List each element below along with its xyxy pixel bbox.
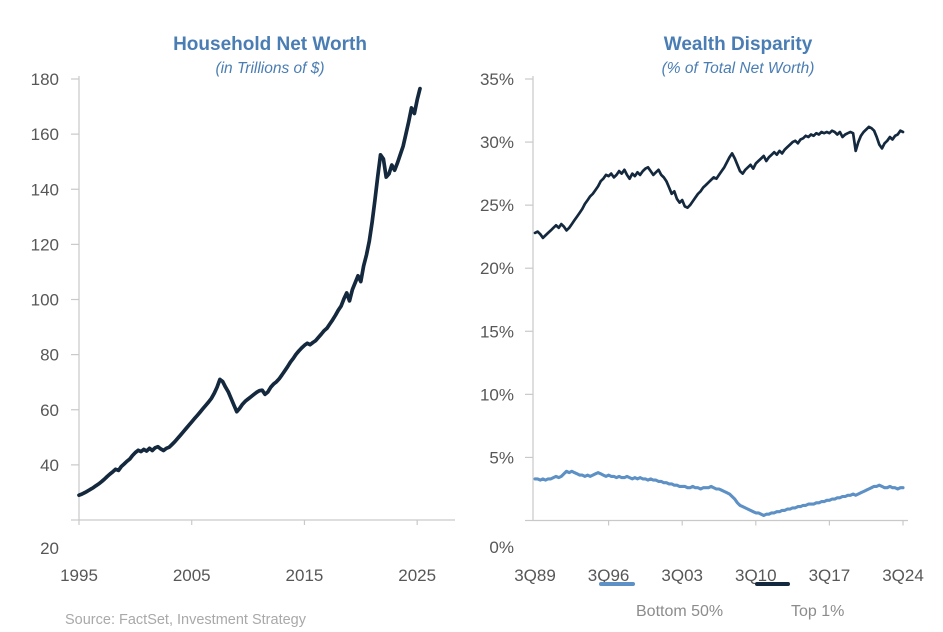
x-tick-label: 3Q89	[514, 566, 556, 585]
x-tick-label: 3Q10	[735, 566, 777, 585]
x-tick-label: 3Q96	[588, 566, 630, 585]
x-tick-label: 2015	[286, 566, 324, 585]
legend-label-bottom-50: Bottom 50%	[636, 603, 724, 620]
y-tick-label: 80	[40, 346, 59, 365]
y-tick-label: 20	[40, 539, 59, 558]
x-tick-label: 3Q24	[882, 566, 924, 585]
series-line-bottom-50-	[533, 469, 905, 518]
y-tick-label: 40	[40, 456, 59, 475]
legend-label-top-1: Top 1%	[791, 603, 845, 620]
y-tick-label: 0%	[489, 538, 514, 557]
y-tick-label: 20%	[480, 259, 514, 278]
y-tick-label: 25%	[480, 196, 514, 215]
series-line-household-net-worth	[77, 86, 422, 498]
y-tick-label: 140	[31, 180, 59, 199]
legend-swatch-top-1	[755, 582, 790, 586]
x-tick-label: 3Q17	[809, 566, 851, 585]
y-tick-label: 30%	[480, 133, 514, 152]
y-tick-label: 5%	[489, 448, 514, 467]
y-tick-label: 160	[31, 125, 59, 144]
y-tick-label: 15%	[480, 322, 514, 341]
y-tick-label: 180	[31, 70, 59, 89]
x-tick-label: 2025	[398, 566, 436, 585]
y-tick-label: 35%	[480, 70, 514, 89]
y-tick-label: 10%	[480, 385, 514, 404]
x-tick-label: 3Q03	[661, 566, 703, 585]
x-tick-label: 1995	[60, 566, 98, 585]
x-tick-label: 2005	[173, 566, 211, 585]
legend-swatch-bottom-50	[599, 582, 635, 586]
y-tick-label: 120	[31, 235, 59, 254]
y-tick-label: 100	[31, 291, 59, 310]
series-line-top-1-	[533, 125, 905, 240]
y-tick-label: 60	[40, 401, 59, 420]
source-note: Source: FactSet, Investment Strategy	[65, 612, 306, 628]
